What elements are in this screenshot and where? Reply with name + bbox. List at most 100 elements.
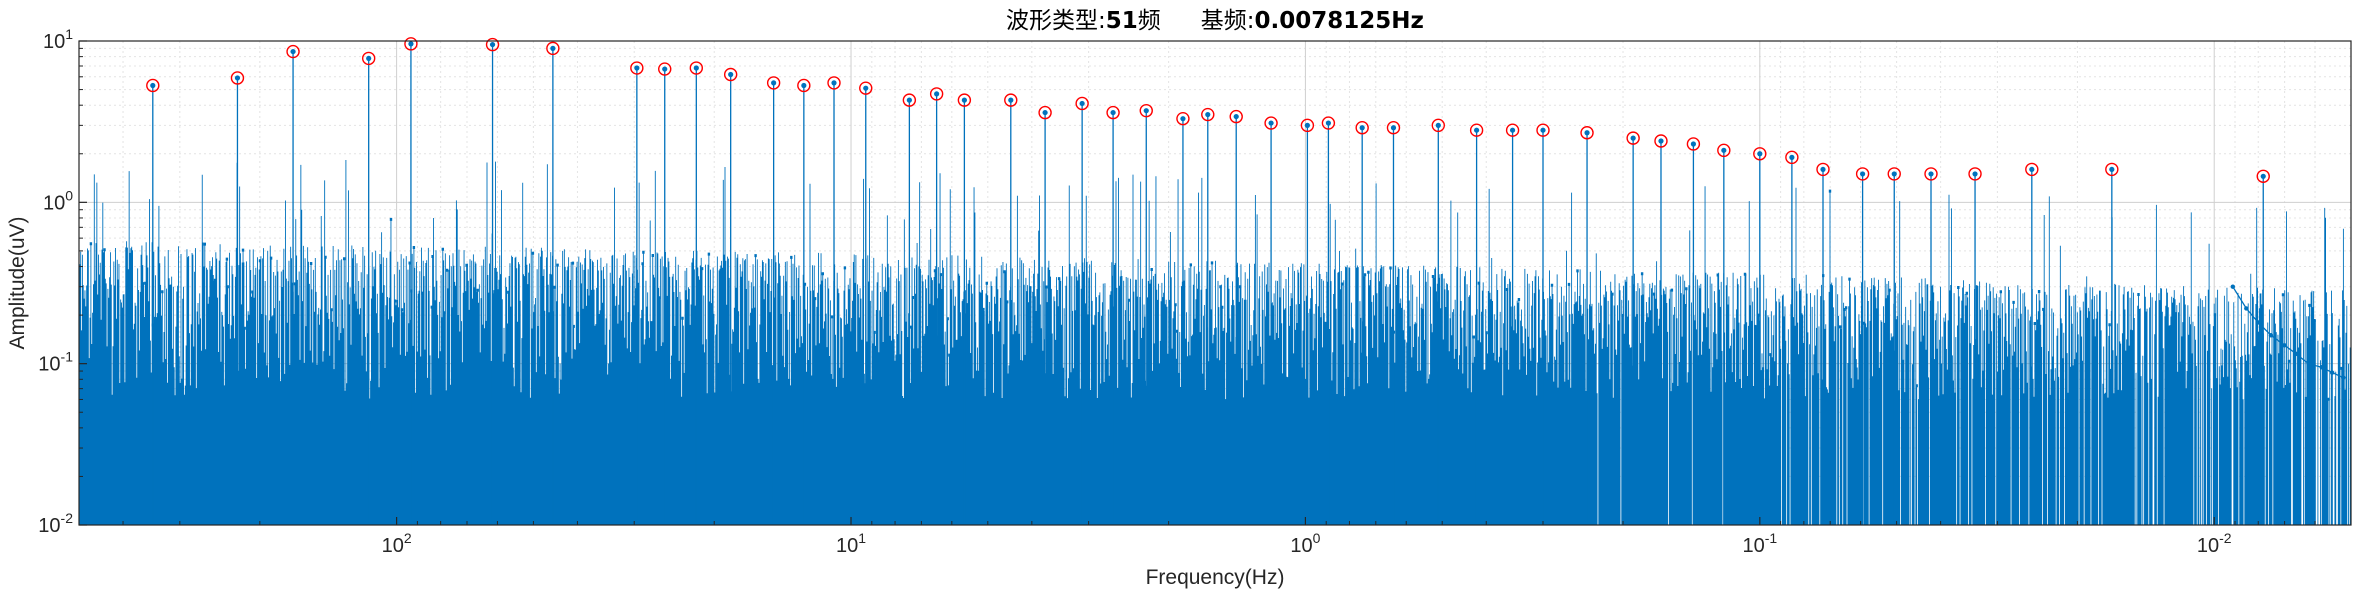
peak-point (1509, 127, 1516, 133)
x-tick-exponent: -2 (2219, 530, 2232, 546)
peak-marker (723, 67, 738, 82)
peak-marker (1717, 143, 1731, 158)
x-tick-exponent: 0 (1313, 530, 1321, 546)
peak-marker (1785, 150, 1799, 165)
spectrum-tail-point (2282, 343, 2287, 348)
x-tick-base: 10 (1742, 535, 1764, 557)
x-tick-base: 10 (2197, 535, 2219, 557)
peak-point (2029, 166, 2035, 173)
peak-point (961, 97, 967, 103)
peak-point (1540, 127, 1546, 133)
peak-point (550, 45, 556, 51)
peak-marker (1229, 109, 1243, 124)
peak-point (1972, 171, 1978, 177)
peak-point (290, 48, 296, 55)
peak-point (662, 66, 668, 72)
peak-marker (689, 61, 704, 75)
spectrum-tail-point (2341, 375, 2346, 380)
peak-point (1304, 122, 1310, 128)
x-tick-label: 10-2 (2197, 530, 2232, 557)
x-tick-label: 10-1 (1742, 530, 1777, 557)
peak-marker (1469, 123, 1484, 137)
x-tick-exponent: 2 (404, 530, 412, 546)
x-tick-base: 10 (382, 535, 404, 557)
peak-point (1630, 135, 1636, 141)
spectrum-tail-point (2306, 361, 2311, 366)
x-tick-base: 10 (836, 535, 858, 557)
peak-marker (1626, 131, 1640, 145)
peak-marker (827, 76, 841, 90)
peak-marker (1686, 137, 1701, 151)
peak-point (1079, 100, 1085, 107)
peak-point (234, 75, 241, 81)
peak-point (1180, 116, 1186, 122)
peak-point (1757, 151, 1763, 157)
peak-point (1143, 108, 1149, 114)
y-tick-base: 10 (43, 192, 65, 214)
peak-marker (546, 41, 560, 56)
peak-point (1268, 120, 1274, 126)
peak-marker (1924, 167, 1938, 181)
peak-point (831, 80, 837, 86)
peak-point (489, 41, 496, 48)
x-tick-exponent: 1 (858, 530, 866, 546)
peak-marker (1816, 162, 1830, 177)
spectrum-tail-point (2268, 333, 2274, 338)
peak-point (1928, 171, 1934, 177)
peak-marker (957, 93, 972, 107)
peak-point (1789, 154, 1795, 160)
peak-marker (859, 81, 873, 95)
peak-point (2260, 173, 2266, 179)
peak-point (1233, 113, 1239, 120)
peak-point (1359, 125, 1365, 131)
peak-point (1042, 109, 1048, 116)
peak-point (408, 41, 414, 47)
peak-marker (1386, 121, 1401, 135)
peak-point (1205, 111, 1211, 118)
peak-marker (1176, 111, 1190, 126)
spectrum-sample-markers (89, 189, 2343, 401)
peak-point (1658, 138, 1664, 144)
peak-point (1325, 120, 1332, 126)
peak-point (1891, 171, 1897, 177)
peak-point (1721, 147, 1727, 153)
peak-marker (1968, 167, 1982, 181)
peak-marker (1201, 107, 1215, 122)
peak-point (906, 97, 912, 103)
peak-marker (1300, 118, 1315, 133)
peak-point (1435, 122, 1441, 128)
peak-point (728, 71, 734, 78)
spectrum-tail-point (2329, 370, 2335, 375)
peak-marker (658, 62, 672, 76)
peak-marker (1139, 103, 1153, 118)
peak-marker (1355, 121, 1369, 135)
peak-marker (286, 44, 300, 59)
peak-marker (404, 37, 418, 51)
peak-point (1474, 127, 1480, 133)
title-value-1: 51 (1106, 8, 1138, 34)
y-tick-label: 101 (43, 26, 73, 53)
peak-marker (1004, 93, 1018, 107)
spectrum-tail-line (2232, 286, 2344, 379)
peak-point (863, 85, 869, 91)
peak-marker (1536, 123, 1550, 137)
peak-marker (2025, 162, 2039, 177)
chart-title: 波形类型:51频 基频:0.0078125Hz (1006, 8, 1424, 34)
peak-point (1820, 166, 1826, 173)
peak-point (1110, 109, 1116, 116)
peak-marker (766, 76, 781, 90)
peak-marker (1887, 167, 1901, 181)
x-tick-exponent: -1 (1765, 530, 1778, 546)
x-axis-label: Frequency(Hz) (1146, 566, 1285, 589)
y-tick-base: 10 (43, 31, 65, 53)
y-tick-label: 10-1 (38, 349, 73, 376)
peak-point (150, 82, 156, 89)
y-tick-label: 100 (43, 187, 73, 214)
peak-point (634, 65, 640, 71)
spectrum-tail-point (2319, 365, 2324, 370)
x-tick-label: 101 (836, 530, 866, 557)
peak-marker (1505, 123, 1520, 137)
peak-marker (902, 93, 917, 107)
peak-marker (1321, 116, 1336, 130)
